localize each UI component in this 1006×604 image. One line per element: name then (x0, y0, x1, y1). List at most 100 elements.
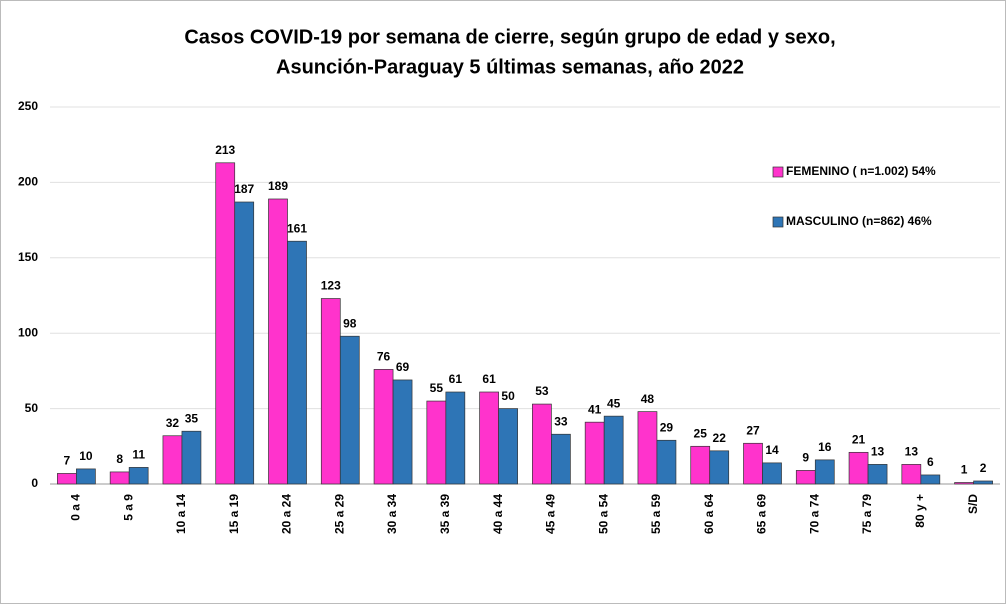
data-label: 21 (852, 433, 866, 447)
bar (479, 391, 499, 485)
bar (76, 468, 96, 485)
data-label: 27 (746, 423, 760, 437)
data-label: 189 (268, 179, 288, 193)
bar (637, 411, 658, 485)
chart-subtitle: Asunción-Paraguay 5 últimas semanas, año… (276, 56, 744, 78)
data-label: 45 (607, 396, 621, 410)
bar (392, 379, 413, 485)
x-tick-label: S/D (966, 494, 980, 514)
bar (215, 162, 236, 485)
y-tick-label: 100 (18, 325, 38, 339)
bar (814, 459, 835, 485)
bar (181, 430, 202, 485)
x-tick-label: 10 a 14 (174, 494, 188, 534)
x-tick-label: 70 a 74 (807, 494, 821, 534)
data-label: 123 (321, 279, 341, 293)
data-label: 161 (287, 221, 307, 235)
bar (954, 482, 974, 485)
x-tick-label: 15 a 19 (227, 494, 241, 534)
bar (162, 435, 183, 485)
bar (57, 473, 77, 485)
data-label: 41 (588, 402, 602, 416)
bar (795, 470, 816, 485)
data-label: 7 (64, 454, 71, 468)
data-label: 10 (79, 449, 93, 463)
data-label: 76 (377, 350, 391, 364)
x-tick-label: 0 a 4 (69, 494, 83, 521)
bar (743, 442, 763, 485)
y-tick-label: 200 (18, 175, 38, 189)
bar (867, 464, 888, 485)
data-label: 25 (694, 426, 708, 440)
bar (498, 408, 518, 485)
bar (373, 369, 394, 485)
x-tick-label: 55 a 59 (649, 494, 663, 534)
data-label: 9 (802, 451, 809, 465)
legend-swatch (772, 166, 784, 178)
data-label: 48 (641, 392, 655, 406)
data-label: 50 (501, 389, 515, 403)
bar (426, 400, 447, 485)
legend-label: FEMENINO ( n=1.002) 54% (786, 164, 936, 178)
data-label: 2 (980, 461, 987, 475)
data-label: 33 (554, 414, 568, 428)
x-tick-label: 45 a 49 (544, 494, 558, 534)
data-label: 69 (396, 360, 410, 374)
bar (920, 474, 941, 485)
x-tick-label: 50 a 54 (596, 494, 610, 534)
bar (268, 198, 288, 485)
bar (901, 464, 922, 485)
bar (848, 451, 869, 485)
bar (287, 240, 307, 485)
y-tick-label: 150 (18, 250, 38, 264)
x-tick-label: 75 a 79 (860, 494, 874, 534)
x-tick-label: 40 a 44 (491, 494, 505, 534)
chart-title: Casos COVID-19 por semana de cierre, seg… (184, 26, 835, 48)
data-label: 61 (449, 372, 463, 386)
x-tick-label: 30 a 34 (385, 494, 399, 534)
legend-label: MASCULINO (n=862) 46% (786, 214, 932, 228)
x-tick-label: 65 a 69 (755, 494, 769, 534)
bar (603, 415, 624, 485)
data-label: 35 (185, 411, 199, 425)
data-label: 13 (905, 445, 919, 459)
x-tick-label: 80 y + (913, 494, 927, 528)
x-tick-label: 20 a 24 (280, 494, 294, 534)
data-label: 8 (116, 452, 123, 466)
data-label: 32 (166, 416, 180, 430)
data-label: 22 (713, 431, 727, 445)
legend-swatch (772, 216, 784, 228)
data-label: 13 (871, 445, 885, 459)
bar (973, 480, 993, 485)
y-tick-label: 250 (18, 99, 38, 113)
bar (532, 403, 552, 485)
data-label: 213 (215, 143, 235, 157)
bar (690, 445, 711, 485)
data-label: 55 (430, 381, 444, 395)
data-label: 53 (535, 384, 549, 398)
bar (762, 462, 782, 485)
bar (128, 467, 149, 485)
data-label: 6 (927, 455, 934, 469)
data-label: 11 (132, 448, 145, 462)
data-label: 14 (765, 443, 779, 457)
data-label: 98 (343, 316, 357, 330)
data-label: 187 (234, 182, 254, 196)
data-label: 16 (818, 440, 832, 454)
y-tick-label: 0 (31, 476, 38, 490)
bar (445, 391, 466, 485)
bar (234, 201, 255, 485)
bar (320, 298, 341, 485)
data-label: 61 (482, 372, 496, 386)
data-label: 1 (961, 463, 968, 477)
bar (584, 421, 605, 485)
bar (339, 335, 360, 485)
x-tick-label: 5 a 9 (121, 494, 135, 521)
data-label: 29 (660, 420, 674, 434)
bar (109, 471, 130, 485)
y-tick-label: 50 (25, 401, 39, 415)
bar (551, 433, 571, 485)
bar (709, 450, 730, 485)
